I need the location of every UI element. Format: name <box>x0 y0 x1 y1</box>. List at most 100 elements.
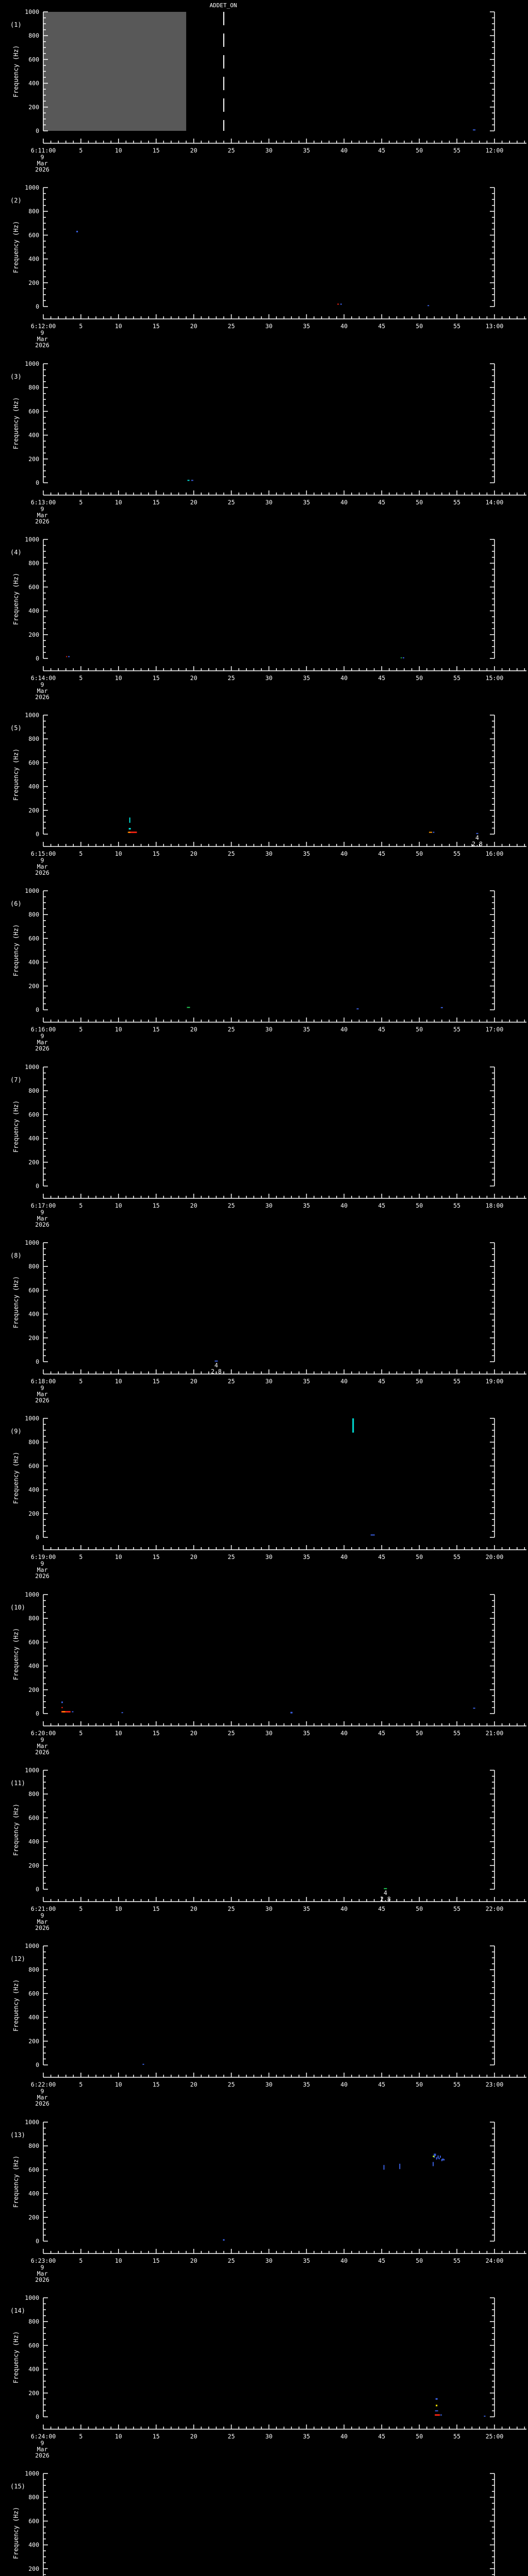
detection-streak <box>436 2157 437 2160</box>
x-tick-label: 20 <box>190 2257 197 2264</box>
detection-mark <box>128 832 137 834</box>
date-label: Mar <box>37 2094 48 2101</box>
x-tick-label: 40 <box>340 323 348 330</box>
x-tick-label: 55 <box>453 2081 460 2088</box>
y-tick-label: 200 <box>28 279 39 286</box>
detection-mark <box>127 832 130 833</box>
x-tick-label: 40 <box>340 850 348 857</box>
x-tick-label: 25 <box>228 1026 235 1033</box>
detection-mark <box>433 832 435 833</box>
x-tick-label: 5 <box>79 323 82 330</box>
detection-mark <box>427 305 430 307</box>
x-axis <box>43 842 526 847</box>
y-tick-label: 200 <box>28 2213 39 2221</box>
y-axis-title: Frequency (Hz) <box>12 221 20 273</box>
x-tick-label: 10 <box>115 323 122 330</box>
y-tick-label: 0 <box>36 1358 39 1365</box>
y-tick-label: 800 <box>28 2318 39 2325</box>
detection-mark <box>435 2398 438 2400</box>
x-tick-label: 50 <box>416 1026 423 1033</box>
y-axis <box>43 2297 495 2417</box>
x-tick-label: 30 <box>266 1026 273 1033</box>
x-axis <box>43 1721 526 1726</box>
detection-mark <box>340 303 342 305</box>
y-tick-label: 1000 <box>25 2119 39 2126</box>
y-tick-label: 200 <box>28 1510 39 1517</box>
x-start-label: 6:13:00 <box>31 499 56 506</box>
y-tick-label: 800 <box>28 1615 39 1622</box>
x-tick-label: 40 <box>340 147 348 154</box>
y-axis <box>43 1242 495 1362</box>
event-annotation: 2.8 <box>380 1895 391 1903</box>
y-axis-title: Frequency (Hz) <box>12 1628 20 1680</box>
x-tick-label: 25 <box>228 1378 235 1385</box>
date-label: 2026 <box>35 342 50 349</box>
date-label: Mar <box>37 1742 48 1750</box>
detection-streak <box>352 1418 354 1433</box>
x-tick-label: 10 <box>115 2433 122 2440</box>
x-tick-label: 55 <box>453 147 460 154</box>
spectrogram-panel-14: 0 200 400 600 800 1000 Frequency (Hz) (14) 6:24:… <box>0 2285 528 2462</box>
detection-mark <box>401 657 402 658</box>
x-end-label: 25:00 <box>486 2433 504 2440</box>
date-label: 2026 <box>35 693 50 701</box>
y-tick-label: 1000 <box>25 184 39 191</box>
x-tick-label: 15 <box>153 1730 160 1737</box>
date-label: Mar <box>37 2446 48 2453</box>
detection-mark <box>223 2239 225 2241</box>
x-tick-label: 55 <box>453 1202 460 1209</box>
detection-mark <box>66 656 68 657</box>
x-tick-label: 30 <box>266 2433 273 2440</box>
x-tick-label: 35 <box>303 1553 310 1561</box>
spectrogram-panel-2: 0 200 400 600 800 1000 Frequency (Hz) (2) 6:12:0… <box>0 176 528 352</box>
detection-mark <box>214 1360 218 1362</box>
detection-mark <box>435 2410 438 2412</box>
date-label: Mar <box>37 1918 48 1925</box>
x-tick-label: 5 <box>79 1730 82 1737</box>
x-tick-label: 40 <box>340 2081 348 2088</box>
x-end-label: 13:00 <box>486 323 504 330</box>
date-label: 2026 <box>35 1045 50 1052</box>
detection-mark <box>61 1701 63 1703</box>
y-tick-label: 400 <box>28 431 39 438</box>
x-tick-label: 55 <box>453 499 460 506</box>
y-tick-label: 600 <box>28 408 39 415</box>
spectrogram-panel-3: 0 200 400 600 800 1000 Frequency (Hz) (3) 6:13:0… <box>0 351 528 528</box>
y-tick-label: 400 <box>28 1662 39 1669</box>
x-tick-label: 5 <box>79 1905 82 1912</box>
date-label: Mar <box>37 687 48 694</box>
x-axis <box>43 139 526 144</box>
y-axis <box>43 1594 495 1714</box>
x-tick-label: 45 <box>378 1378 385 1385</box>
y-tick-label: 1000 <box>25 360 39 367</box>
panel-background <box>0 2285 528 2462</box>
x-tick-label: 20 <box>190 1202 197 1209</box>
y-axis-title: Frequency (Hz) <box>12 1276 20 1328</box>
y-tick-label: 200 <box>28 807 39 814</box>
detection-mark <box>72 1711 74 1713</box>
y-tick-label: 0 <box>36 303 39 310</box>
x-tick-label: 5 <box>79 1026 82 1033</box>
y-tick-label: 1000 <box>25 2294 39 2301</box>
panel-background <box>0 1934 528 2110</box>
x-tick-label: 35 <box>303 2257 310 2264</box>
x-tick-label: 25 <box>228 1730 235 1737</box>
date-label: Mar <box>37 1215 48 1222</box>
detection-mark <box>121 1711 123 1713</box>
x-start-label: 6:12:00 <box>31 323 56 330</box>
x-tick-label: 55 <box>453 1553 460 1561</box>
panel-background <box>0 176 528 352</box>
x-tick-label: 20 <box>190 499 197 506</box>
x-end-label: 21:00 <box>486 1730 504 1737</box>
x-tick-label: 30 <box>266 1202 273 1209</box>
x-tick-label: 45 <box>378 1026 385 1033</box>
y-tick-label: 400 <box>28 2541 39 2549</box>
detection-mark <box>68 656 70 657</box>
y-tick-label: 0 <box>36 655 39 662</box>
y-tick-label: 1000 <box>25 2470 39 2477</box>
x-tick-label: 15 <box>153 2081 160 2088</box>
x-tick-label: 15 <box>153 1378 160 1385</box>
x-axis <box>43 1896 526 1902</box>
event-annotation: 2.8 <box>211 1368 222 1375</box>
y-axis-title: Frequency (Hz) <box>12 397 20 449</box>
